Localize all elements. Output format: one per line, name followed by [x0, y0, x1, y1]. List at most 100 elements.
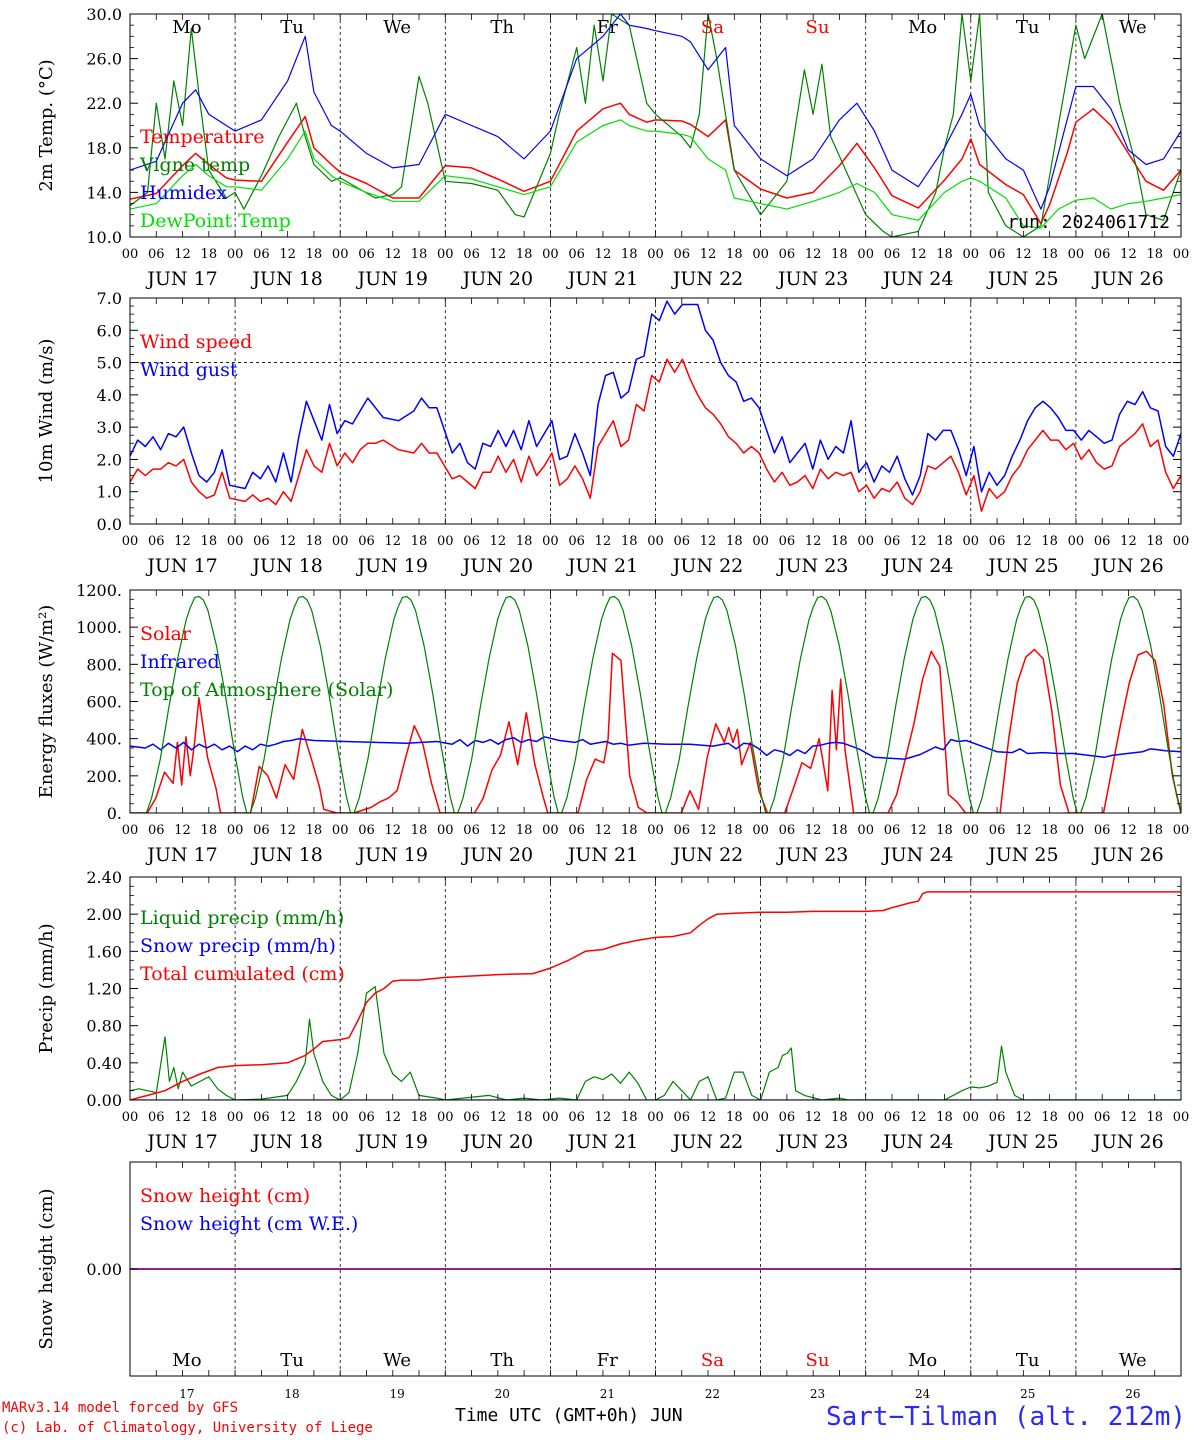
x-hour-label: 06	[884, 247, 901, 262]
x-hour-label: 06	[253, 534, 270, 549]
y-tick-label: 1.60	[86, 942, 122, 961]
series-line-humidex	[130, 14, 1181, 210]
x-hour-label: 18	[201, 247, 218, 262]
panel-2: 0. 200. 400. 600. 800. 1000. 1200. Energy fluxe…	[36, 581, 1189, 866]
x-hour-label: 06	[358, 247, 375, 262]
legend-entry: Liquid precip (mm/h)	[140, 907, 344, 929]
x-hour-label: 00	[437, 823, 454, 838]
day-number-label: 26	[1125, 1387, 1140, 1401]
x-hour-label: 06	[1094, 534, 1111, 549]
x-hour-label: 00	[647, 247, 664, 262]
y-tick-label: 0.00	[86, 1260, 122, 1279]
y-tick-label: 2.0	[97, 450, 122, 469]
run-label: run: 2024061712	[1007, 212, 1170, 233]
x-hour-label: 06	[779, 823, 796, 838]
series-group	[130, 595, 1181, 813]
y-tick-label: 400.	[86, 730, 122, 749]
x-date-label: JUN 20	[461, 844, 533, 866]
footer-model-credit: MARv3.14 model forced by GFS	[2, 1400, 239, 1416]
legend-entry: Total cumulated (cm)	[140, 963, 345, 985]
x-hour-label: 18	[726, 823, 743, 838]
x-hour-label: 06	[463, 823, 480, 838]
x-hour-label: 12	[1120, 1110, 1137, 1125]
x-hour-label: 06	[463, 534, 480, 549]
x-hour-label: 00	[1068, 1110, 1085, 1125]
y-tick-label: 2.00	[86, 905, 122, 924]
panel-0: 10.0 14.0 18.0 22.0 26.0 30.0 2m Temp. (°C) Tem…	[36, 5, 1189, 290]
x-hour-label: 00	[1068, 247, 1085, 262]
y-tick-label: 30.0	[86, 5, 122, 24]
y-tick-label: 7.0	[97, 289, 122, 308]
x-hour-label: 00	[542, 247, 559, 262]
weekday-label: Th	[490, 1350, 514, 1371]
x-date-label: JUN 22	[671, 844, 743, 866]
x-date-label: JUN 19	[356, 844, 428, 866]
x-hour-label: 12	[490, 1110, 507, 1125]
y-tick-label: 0.00	[86, 1091, 122, 1110]
series-line-infrared	[130, 736, 1181, 760]
legend-entry: Snow precip (mm/h)	[140, 935, 336, 957]
y-tick-label: 800.	[86, 655, 122, 674]
x-hour-label: 00	[752, 534, 769, 549]
weekday-label: Mo	[908, 17, 937, 38]
x-hour-label: 00	[542, 534, 559, 549]
day-number-label: 22	[705, 1387, 720, 1401]
x-date-label: JUN 22	[671, 1131, 743, 1153]
x-hour-label: 06	[253, 823, 270, 838]
x-hour-label: 12	[174, 1110, 191, 1125]
x-hour-label: 12	[384, 534, 401, 549]
x-date-label: JUN 23	[776, 844, 848, 866]
x-hour-label: 06	[463, 247, 480, 262]
y-tick-label: 600.	[86, 693, 122, 712]
x-hour-label: 00	[857, 534, 874, 549]
x-hour-label: 06	[884, 823, 901, 838]
x-hour-label: 00	[542, 823, 559, 838]
y-tick-label: 26.0	[86, 50, 122, 69]
x-hour-label: 00	[227, 823, 244, 838]
legend-entry: Wind speed	[140, 331, 252, 353]
x-date-label: JUN 20	[461, 1131, 533, 1153]
x-hour-label: 18	[726, 534, 743, 549]
x-hour-label: 00	[857, 823, 874, 838]
x-hour-label: 18	[621, 823, 638, 838]
x-date-label: JUN 17	[145, 844, 217, 866]
site-label: Sart−Tilman (alt. 212m)	[825, 1402, 1186, 1432]
x-hour-label: 00	[332, 534, 349, 549]
weekday-label: Tu	[1016, 17, 1040, 38]
x-date-label: JUN 22	[671, 555, 743, 577]
day-number-label: 23	[810, 1387, 825, 1401]
weekday-label: Fr	[597, 1350, 618, 1371]
x-hour-label: 18	[831, 247, 848, 262]
x-hour-label: 12	[279, 1110, 296, 1125]
x-hour-label: 18	[411, 823, 428, 838]
x-date-label: JUN 26	[1091, 1131, 1163, 1153]
legend-entry: Vigne temp	[139, 154, 250, 176]
x-date-label: JUN 18	[250, 844, 322, 866]
x-hour-label: 12	[910, 534, 927, 549]
x-date-label: JUN 26	[1091, 844, 1163, 866]
legend-entry: Humidex	[140, 182, 227, 204]
x-hour-label: 06	[253, 247, 270, 262]
x-hour-label: 12	[595, 823, 612, 838]
x-hour-label: 00	[647, 534, 664, 549]
x-date-label: JUN 17	[145, 555, 217, 577]
x-date-label: JUN 25	[986, 844, 1058, 866]
y-tick-label: 0.	[107, 804, 122, 823]
panel-3: 0.00 0.40 0.80 1.20 1.60 2.00 2.40 Precip (mm/h…	[36, 868, 1189, 1153]
y-axis-title: 2m Temp. (°C)	[36, 59, 57, 191]
x-date-label: JUN 20	[461, 268, 533, 290]
y-tick-label: 1000.	[76, 618, 122, 637]
x-hour-label: 00	[1173, 823, 1190, 838]
x-date-label: JUN 24	[881, 844, 953, 866]
legend-entry: DewPoint Temp	[140, 210, 291, 232]
x-hour-label: 12	[595, 534, 612, 549]
y-tick-label: 14.0	[86, 183, 122, 202]
x-hour-label: 18	[1146, 1110, 1163, 1125]
x-hour-label: 18	[306, 1110, 323, 1125]
x-hour-label: 18	[306, 823, 323, 838]
x-hour-label: 00	[752, 247, 769, 262]
x-hour-label: 00	[857, 1110, 874, 1125]
x-hour-label: 18	[516, 534, 533, 549]
y-tick-label: 22.0	[86, 94, 122, 113]
x-hour-label: 18	[1041, 247, 1058, 262]
